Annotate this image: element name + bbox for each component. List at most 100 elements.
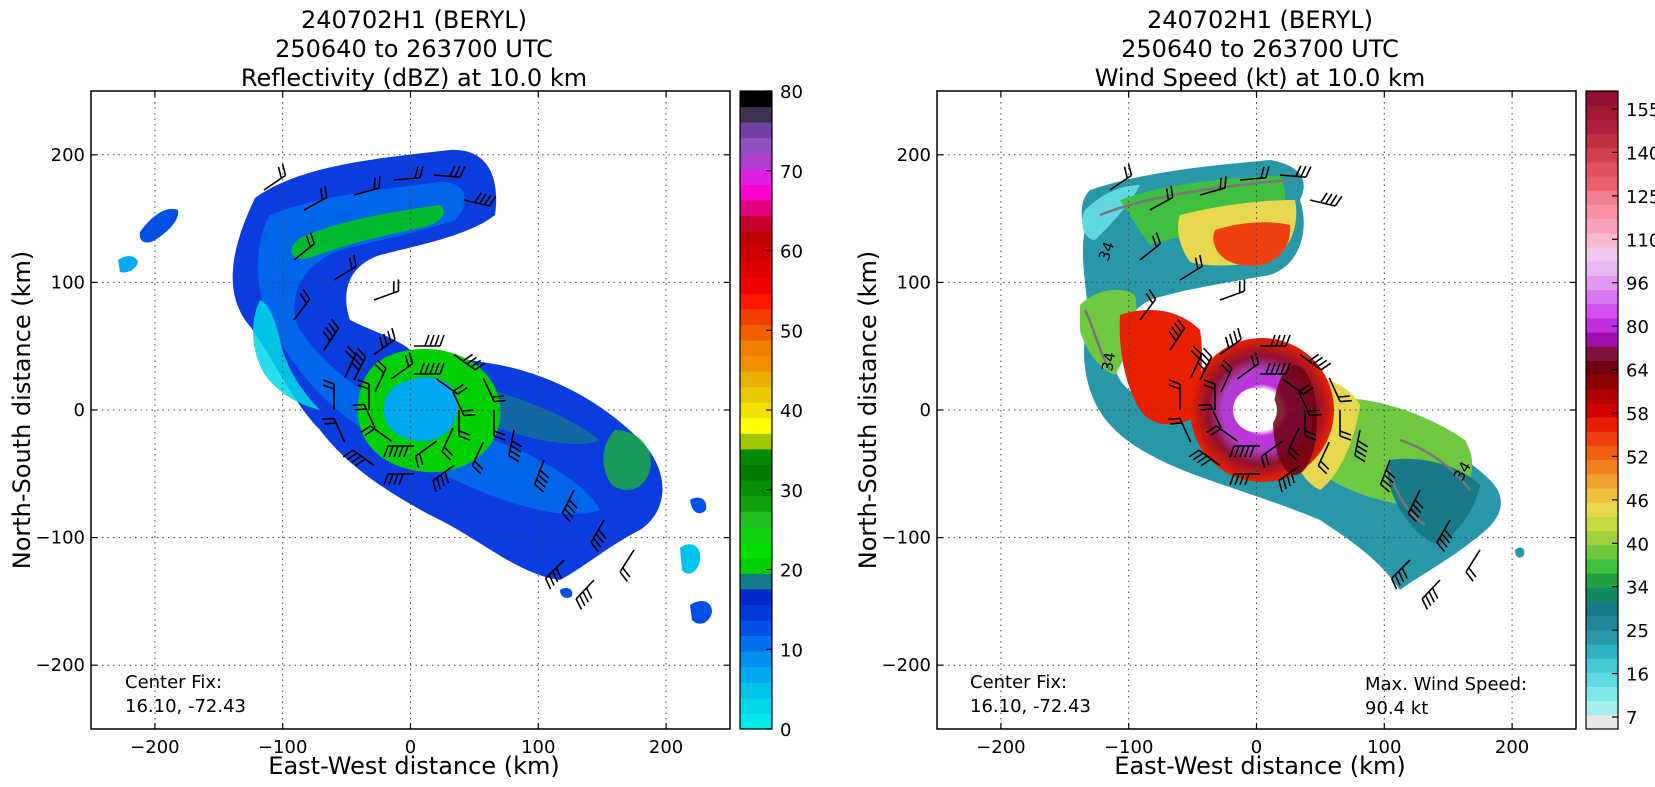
wind-34kt-contour bbox=[1083, 178, 1471, 527]
wind-se-fragment bbox=[1515, 547, 1525, 558]
colorbar-segment bbox=[1586, 402, 1618, 418]
y-tick-label: −100 bbox=[882, 528, 931, 549]
contour-label: 34 bbox=[1098, 351, 1119, 373]
wind-barb bbox=[1379, 459, 1396, 493]
wind-barb bbox=[1354, 429, 1369, 463]
echo-se-fragment-3 bbox=[690, 497, 707, 514]
wind-barb bbox=[414, 334, 445, 347]
wind-barb bbox=[436, 378, 468, 395]
colorbar-segment bbox=[1586, 601, 1618, 617]
colorbar-segment bbox=[740, 511, 772, 528]
x-tick-label: 100 bbox=[1367, 737, 1401, 758]
grid bbox=[937, 91, 1576, 729]
colorbar-segment bbox=[1586, 445, 1618, 461]
colorbar-segment bbox=[1586, 161, 1618, 177]
x-axis-label: East-West distance (km) bbox=[268, 752, 559, 780]
colorbar-segment bbox=[1586, 459, 1618, 475]
wind-barb bbox=[458, 410, 471, 441]
echo-cyan-arc bbox=[253, 300, 320, 410]
colorbar-tick-label: 96 bbox=[1626, 274, 1649, 295]
wind-barb bbox=[453, 353, 486, 371]
wind-barb bbox=[350, 347, 367, 381]
wind-barb bbox=[374, 359, 387, 393]
colorbar-segment bbox=[1586, 672, 1618, 687]
colorbar-segment bbox=[740, 604, 772, 621]
wind-barb bbox=[1317, 441, 1331, 475]
wind-barb bbox=[619, 549, 635, 582]
colorbar-tick-label: 80 bbox=[1626, 317, 1649, 338]
echo-east-green bbox=[603, 430, 651, 490]
colorbar-segment bbox=[1586, 544, 1618, 560]
echo-eye bbox=[383, 377, 458, 442]
x-tick-label: −200 bbox=[976, 737, 1025, 758]
wind-barb bbox=[1219, 279, 1246, 301]
colorbar-segment bbox=[740, 168, 772, 185]
x-tick-label: 0 bbox=[405, 737, 416, 758]
wind-barb bbox=[432, 464, 455, 493]
colorbar-segment bbox=[740, 635, 772, 652]
wind-barb bbox=[1220, 359, 1233, 393]
colorbar-frame bbox=[1585, 90, 1619, 730]
y-tick-label: 200 bbox=[51, 145, 85, 166]
wind-barb bbox=[1260, 334, 1291, 347]
y-tick-label: −200 bbox=[36, 655, 85, 676]
wind-barb bbox=[342, 449, 375, 467]
colorbar-segment bbox=[1586, 587, 1618, 602]
colorbar-tick-label: 140 bbox=[1626, 143, 1655, 164]
wind-barb bbox=[1328, 377, 1352, 403]
y-tick-label: 0 bbox=[920, 400, 931, 421]
colorbar-segment bbox=[1586, 91, 1618, 106]
center-fix-value: 16.10, -72.43 bbox=[125, 696, 246, 717]
colorbar-tick-label: 125 bbox=[1626, 187, 1655, 208]
colorbar-segment bbox=[740, 448, 772, 465]
y-tick-label: −100 bbox=[36, 528, 85, 549]
wind-barb bbox=[463, 192, 497, 207]
colorbar-segment bbox=[1586, 431, 1618, 446]
echo-green-spiral bbox=[291, 205, 444, 259]
wind-barb bbox=[482, 377, 506, 403]
grid bbox=[91, 91, 730, 729]
wind-field: 34 34 34 bbox=[1080, 160, 1525, 590]
colorbar-tick-label: 10 bbox=[780, 640, 803, 661]
wind-barb bbox=[1260, 362, 1291, 375]
colorbar-segment bbox=[740, 106, 772, 123]
echo-se-fragment-4 bbox=[560, 588, 573, 598]
echo-se-fragment-2 bbox=[690, 600, 712, 624]
colorbar-segment bbox=[1586, 119, 1618, 135]
colorbar-segment bbox=[740, 620, 772, 637]
wind-barb bbox=[441, 427, 454, 461]
colorbar-segment bbox=[1586, 629, 1618, 645]
title-line-1: 240702H1 (BERYL) bbox=[301, 6, 527, 34]
colorbar-segment bbox=[1586, 303, 1618, 319]
colorbar-segment bbox=[740, 697, 772, 714]
colorbar-segment bbox=[1586, 502, 1618, 517]
colorbar-tick-label: 46 bbox=[1626, 491, 1649, 512]
y-tick-label: −200 bbox=[882, 655, 931, 676]
wind-barb bbox=[1229, 445, 1260, 458]
x-tick-label: 200 bbox=[1495, 737, 1529, 758]
wind-barb bbox=[1390, 559, 1411, 590]
wind-barb bbox=[1203, 379, 1216, 410]
colorbar-segment bbox=[740, 417, 772, 434]
x-axis-label: East-West distance (km) bbox=[1114, 752, 1405, 780]
wind-barb bbox=[303, 185, 328, 211]
wind-barb bbox=[293, 288, 311, 321]
reflectivity-colorbar: 0 10 20 30 40 50 60 70 80 bbox=[739, 82, 803, 741]
colorbar-tick-label: 16 bbox=[1626, 665, 1649, 686]
colorbar-segment bbox=[740, 682, 772, 699]
colorbar-segment bbox=[1586, 246, 1618, 262]
wind-barb bbox=[1465, 549, 1481, 582]
wind-eye bbox=[1233, 388, 1277, 432]
colorbar-segment bbox=[740, 464, 772, 481]
wind-barb bbox=[508, 429, 523, 463]
title-line-3: Reflectivity (dBZ) at 10.0 km bbox=[241, 64, 587, 92]
title-line-2: 250640 to 263700 UTC bbox=[1121, 35, 1399, 63]
title-line-1: 240702H1 (BERYL) bbox=[1147, 6, 1373, 34]
wind-barb bbox=[1279, 165, 1312, 179]
wind-barb bbox=[263, 163, 287, 191]
colorbar-tick-label: 40 bbox=[780, 401, 803, 422]
axis-ticks: −200 −100 0 100 200 −200 −100 0 100 200 bbox=[882, 91, 1576, 758]
wind-barb bbox=[1109, 163, 1133, 191]
wind-barb bbox=[1139, 288, 1157, 321]
colorbar-tick-label: 50 bbox=[780, 321, 803, 342]
